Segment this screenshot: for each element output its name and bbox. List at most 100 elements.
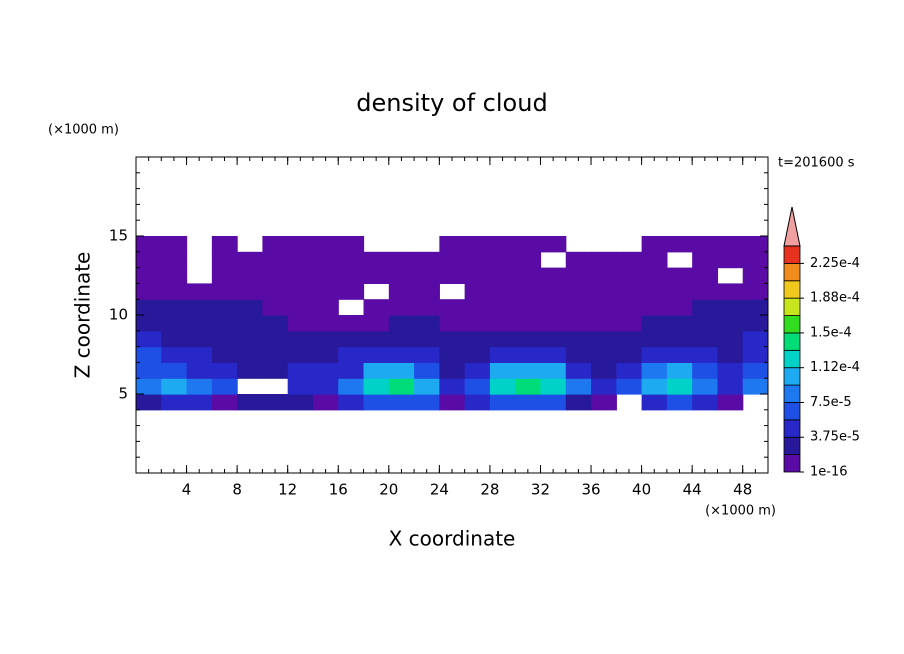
cell bbox=[489, 394, 516, 411]
cell bbox=[641, 362, 668, 379]
cell bbox=[565, 251, 592, 269]
cell bbox=[489, 283, 516, 300]
cell bbox=[161, 394, 188, 411]
cell bbox=[692, 251, 719, 269]
cell bbox=[186, 346, 213, 363]
cell bbox=[464, 283, 491, 300]
y-tick-label: 15 bbox=[109, 227, 128, 245]
cell bbox=[136, 394, 162, 411]
cell bbox=[161, 346, 188, 363]
cell bbox=[641, 330, 668, 348]
cell bbox=[515, 251, 542, 269]
cell bbox=[591, 362, 617, 379]
cell bbox=[717, 236, 744, 253]
x-unit: (×1000 m) bbox=[705, 504, 776, 519]
colorbar-band bbox=[783, 332, 801, 351]
cell bbox=[363, 251, 390, 269]
cell bbox=[489, 378, 516, 395]
cell bbox=[692, 362, 719, 379]
cell bbox=[641, 394, 668, 411]
colorbar-tick-label: 1e-16 bbox=[810, 465, 848, 480]
cell bbox=[717, 330, 744, 348]
y-tick-label: 10 bbox=[109, 306, 128, 324]
x-tick-label: 4 bbox=[182, 481, 192, 499]
cell bbox=[287, 299, 314, 316]
cell bbox=[237, 330, 263, 348]
cell bbox=[186, 378, 213, 395]
cell bbox=[591, 251, 617, 269]
cell bbox=[591, 330, 617, 348]
cell bbox=[211, 378, 238, 395]
cell bbox=[464, 236, 491, 253]
cell bbox=[237, 362, 263, 379]
cell bbox=[692, 283, 719, 300]
cell bbox=[186, 330, 213, 348]
cell bbox=[312, 315, 339, 332]
cell bbox=[565, 330, 592, 348]
cell bbox=[439, 267, 466, 284]
cell bbox=[338, 378, 365, 395]
cell bbox=[414, 330, 440, 348]
cell bbox=[237, 283, 263, 300]
cell bbox=[363, 394, 390, 411]
colorbar-band bbox=[783, 245, 801, 264]
cell bbox=[439, 236, 466, 253]
cell bbox=[464, 267, 491, 284]
cell bbox=[540, 378, 567, 395]
cell bbox=[237, 267, 263, 284]
cell bbox=[439, 299, 466, 316]
cell bbox=[363, 299, 390, 316]
colorbar-tick-label: 1.88e-4 bbox=[810, 291, 860, 306]
cell bbox=[464, 394, 491, 411]
cell bbox=[540, 394, 567, 411]
cell bbox=[464, 315, 491, 332]
colorbar-over bbox=[783, 206, 801, 247]
cell bbox=[338, 330, 365, 348]
cell bbox=[414, 283, 440, 300]
cell bbox=[540, 362, 567, 379]
cell bbox=[742, 236, 768, 253]
x-tick-label: 40 bbox=[632, 481, 651, 499]
cell bbox=[489, 299, 516, 316]
cell bbox=[540, 346, 567, 363]
cell bbox=[338, 236, 365, 253]
cell bbox=[565, 394, 592, 411]
cell bbox=[717, 394, 744, 411]
cell bbox=[312, 378, 339, 395]
cell bbox=[338, 394, 365, 411]
cell bbox=[312, 394, 339, 411]
field bbox=[136, 236, 768, 411]
cell bbox=[287, 330, 314, 348]
colorbar-band bbox=[783, 436, 801, 456]
cell bbox=[262, 346, 289, 363]
colorbar-band bbox=[783, 262, 801, 282]
colorbar-band bbox=[783, 297, 801, 316]
cell bbox=[312, 283, 339, 300]
cell bbox=[211, 236, 238, 253]
cell bbox=[591, 346, 617, 363]
cell bbox=[692, 315, 719, 332]
cell bbox=[439, 346, 466, 363]
cell bbox=[161, 315, 188, 332]
cell bbox=[489, 236, 516, 253]
cell bbox=[237, 315, 263, 332]
cell bbox=[414, 378, 440, 395]
cell bbox=[414, 362, 440, 379]
cell bbox=[641, 283, 668, 300]
cell bbox=[287, 267, 314, 284]
cell bbox=[616, 362, 643, 379]
cell bbox=[414, 299, 440, 316]
chart-title: density of cloud bbox=[356, 89, 547, 117]
x-tick-label: 8 bbox=[232, 481, 242, 499]
cell bbox=[211, 283, 238, 300]
cell bbox=[641, 299, 668, 316]
cell bbox=[211, 267, 238, 284]
cell bbox=[312, 251, 339, 269]
cell bbox=[692, 330, 719, 348]
cell bbox=[338, 267, 365, 284]
cell bbox=[211, 362, 238, 379]
cell bbox=[489, 315, 516, 332]
cell bbox=[338, 283, 365, 300]
cell bbox=[464, 299, 491, 316]
